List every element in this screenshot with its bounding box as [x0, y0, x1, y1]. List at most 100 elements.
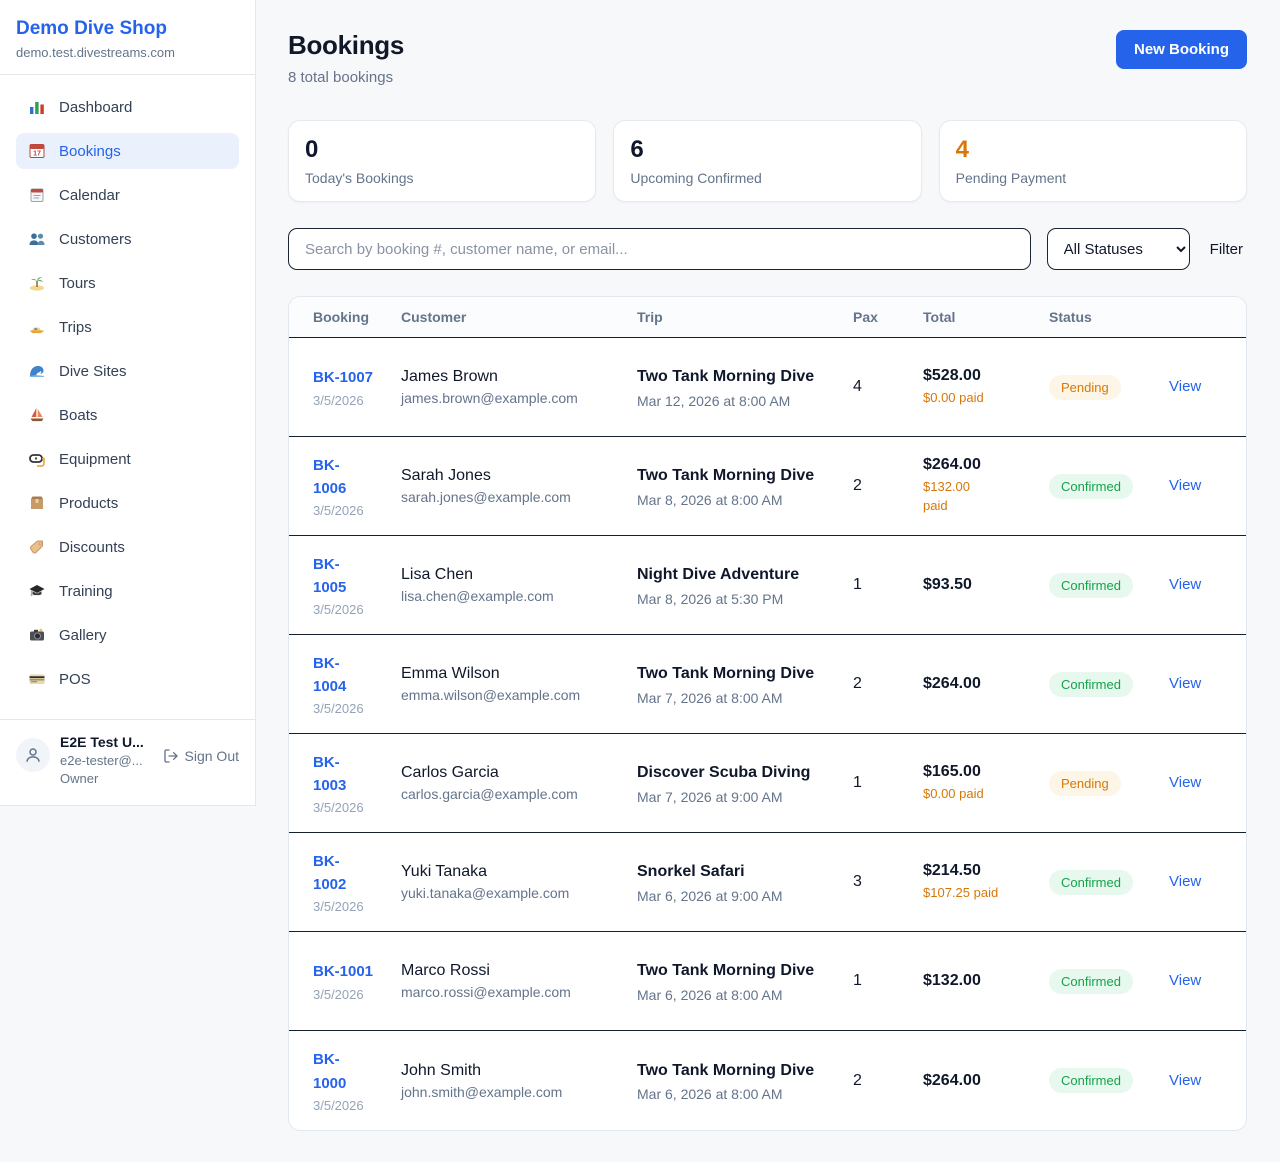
svg-text:17: 17	[33, 151, 41, 158]
trip-datetime: Mar 7, 2026 at 9:00 AM	[637, 788, 783, 805]
stat-value: 0	[305, 136, 319, 163]
sidebar-item-equipment[interactable]: Equipment	[16, 441, 239, 477]
booking-id-link[interactable]: BK- 1003	[313, 753, 347, 794]
sidebar-item-pos[interactable]: POS	[16, 661, 239, 697]
trip-datetime: Mar 6, 2026 at 8:00 AM	[637, 986, 783, 1003]
sidebar-item-training[interactable]: Training	[16, 573, 239, 609]
sidebar-item-dashboard[interactable]: Dashboard	[16, 89, 239, 125]
total-amount: $132.00	[923, 972, 981, 989]
customer-name: James Brown	[401, 368, 498, 385]
user-role: Owner	[60, 770, 99, 786]
brand-header: Demo Dive Shop demo.test.divestreams.com	[0, 0, 255, 75]
table-row: BK- 1006 3/5/2026 Sarah Jones sarah.jone…	[289, 437, 1246, 536]
booking-date: 3/5/2026	[313, 1097, 364, 1113]
sidebar-item-label: Calendar	[59, 186, 120, 204]
sidebar-item-gallery[interactable]: Gallery	[16, 617, 239, 653]
customer-name: Sarah Jones	[401, 467, 491, 484]
total-amount: $264.00	[923, 1071, 981, 1089]
status-cell: Confirmed	[1049, 557, 1169, 614]
total-cell: $264.00	[923, 659, 1049, 709]
customer-email: carlos.garcia@example.com	[401, 786, 578, 802]
table-row: BK- 1004 3/5/2026 Emma Wilson emma.wilso…	[289, 635, 1246, 734]
customer-cell: Marco Rossi marco.rossi@example.com	[401, 946, 637, 1016]
booking-date: 3/5/2026	[313, 602, 364, 618]
col-actions	[1169, 297, 1246, 337]
view-link[interactable]: View	[1169, 477, 1202, 494]
stat-label: Pending Payment	[955, 170, 1067, 186]
customer-name: Emma Wilson	[401, 665, 500, 682]
col-trip: Trip	[637, 309, 663, 325]
trip-name: Two Tank Morning Dive	[637, 962, 815, 980]
sidebar-item-customers[interactable]: Customers	[16, 221, 239, 257]
total-cell: $93.50	[923, 560, 1049, 610]
search-input[interactable]	[288, 228, 1031, 270]
sidebar-item-calendar[interactable]: Calendar	[16, 177, 239, 213]
pax-count: 4	[853, 378, 862, 395]
sidebar-item-boats[interactable]: Boats	[16, 397, 239, 433]
view-link[interactable]: View	[1169, 1071, 1202, 1089]
actions-cell: View	[1169, 362, 1246, 412]
trip-cell: Two Tank Morning Dive Mar 6, 2026 at 8:0…	[637, 1043, 853, 1118]
status-badge: Pending	[1049, 770, 1121, 796]
booking-id-link[interactable]: BK- 1004	[313, 654, 347, 695]
sidebar-item-products[interactable]: Products	[16, 485, 239, 521]
view-link[interactable]: View	[1169, 576, 1202, 593]
actions-cell: View	[1169, 956, 1246, 1006]
col-pax: Pax	[853, 309, 878, 325]
sidebar-item-discounts[interactable]: Discounts	[16, 529, 239, 565]
pax-cell: 1	[853, 758, 923, 808]
status-badge: Confirmed	[1049, 671, 1133, 697]
view-link[interactable]: View	[1169, 873, 1202, 890]
new-booking-button[interactable]: New Booking	[1115, 30, 1247, 69]
booking-id-link[interactable]: BK- 1005	[313, 555, 347, 596]
grad-cap-icon	[28, 582, 46, 600]
booking-id-link[interactable]: BK- 1002	[313, 852, 347, 893]
sidebar-item-trips[interactable]: Trips	[16, 309, 239, 345]
customer-email: sarah.jones@example.com	[401, 489, 571, 505]
calendar-pad-icon	[28, 186, 46, 204]
table-row: BK- 1000 3/5/2026 John Smith john.smith@…	[289, 1031, 1246, 1130]
table-header: Booking Customer Trip Pax Total Status	[289, 297, 1246, 338]
view-link[interactable]: View	[1169, 378, 1202, 395]
status-badge: Pending	[1049, 374, 1121, 400]
sidebar-item-label: Tours	[59, 274, 96, 292]
customer-email: john.smith@example.com	[401, 1083, 563, 1100]
paid-amount: $107.25 paid	[923, 884, 999, 900]
view-link[interactable]: View	[1169, 675, 1202, 692]
booking-date: 3/5/2026	[313, 701, 364, 717]
sign-out-button[interactable]: Sign Out	[163, 748, 239, 764]
filter-button[interactable]: Filter	[1206, 235, 1247, 264]
customer-cell: Carlos Garcia carlos.garcia@example.com	[401, 748, 637, 818]
total-amount: $165.00	[923, 762, 981, 780]
booking-id-link[interactable]: BK- 1006	[313, 456, 347, 497]
filter-controls: All Statuses Filter	[288, 228, 1247, 270]
view-link[interactable]: View	[1169, 774, 1202, 791]
total-amount: $528.00	[923, 366, 981, 384]
total-amount: $264.00	[923, 675, 981, 692]
booking-date: 3/5/2026	[313, 800, 364, 816]
pax-count: 2	[853, 675, 862, 692]
pax-count: 2	[853, 1071, 862, 1089]
booking-id-link[interactable]: BK-1001	[313, 963, 374, 981]
sidebar-footer: E2E Test U... e2e-tester@... Owner Sign …	[0, 719, 255, 805]
actions-cell: View	[1169, 758, 1246, 808]
sidebar-item-dive-sites[interactable]: Dive Sites	[16, 353, 239, 389]
camera-icon	[28, 626, 46, 644]
customer-email: marco.rossi@example.com	[401, 984, 571, 1000]
actions-cell: View	[1169, 659, 1246, 709]
view-link[interactable]: View	[1169, 972, 1202, 989]
col-status: Status	[1049, 309, 1092, 325]
sidebar-item-bookings[interactable]: 17 Bookings	[16, 133, 239, 169]
paid-amount: $0.00 paid	[923, 389, 984, 405]
trip-datetime: Mar 8, 2026 at 8:00 AM	[637, 491, 783, 508]
trip-name: Two Tank Morning Dive	[637, 1061, 815, 1079]
sidebar-item-tours[interactable]: Tours	[16, 265, 239, 301]
booking-id-link[interactable]: BK- 1000	[313, 1051, 347, 1092]
booking-cell: BK- 1003 3/5/2026	[289, 735, 401, 832]
status-cell: Confirmed	[1049, 458, 1169, 515]
shop-name: Demo Dive Shop	[16, 18, 167, 39]
actions-cell: View	[1169, 857, 1246, 907]
status-filter-select[interactable]: All Statuses	[1046, 228, 1190, 270]
booking-id-link[interactable]: BK-1007	[313, 369, 374, 387]
total-bookings-count: 8 total bookings	[288, 69, 394, 86]
